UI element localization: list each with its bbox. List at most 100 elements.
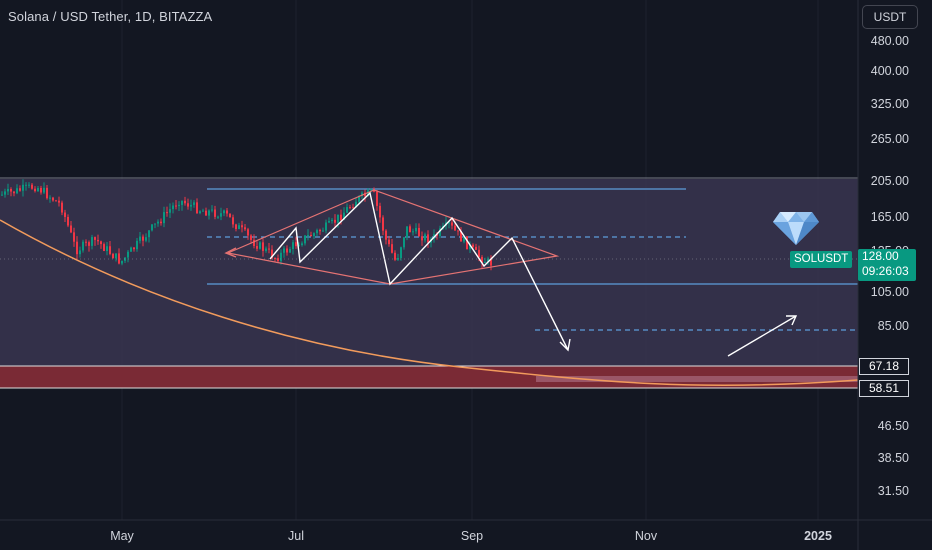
candle-body <box>487 258 489 262</box>
price-flag-upper: 67.18 <box>859 358 909 375</box>
x-tick-label: Nov <box>634 529 658 543</box>
candle-body <box>52 197 54 201</box>
channel-zone <box>0 179 858 386</box>
candle-body <box>196 202 198 214</box>
candle-body <box>403 237 405 248</box>
candle-body <box>91 237 93 246</box>
candle-body <box>64 212 66 217</box>
candle-body <box>370 189 372 191</box>
candle-body <box>49 197 51 199</box>
candle-body <box>97 239 99 242</box>
candle-body <box>67 216 69 226</box>
candle-body <box>376 191 378 206</box>
candle-body <box>343 212 345 220</box>
candle-body <box>28 184 30 186</box>
price-flag-lower: 58.51 <box>859 380 909 397</box>
candle-body <box>31 184 33 189</box>
y-tick-label: 265.00 <box>870 132 909 146</box>
candle-body <box>277 258 279 262</box>
candle-body <box>400 247 402 259</box>
candle-body <box>100 241 102 245</box>
candle-body <box>337 214 339 223</box>
candle-body <box>292 242 294 250</box>
last-price: 128.00 <box>862 249 899 263</box>
candle-body <box>346 207 348 213</box>
candle-body <box>82 241 84 251</box>
candle-body <box>319 230 321 232</box>
x-tick-label: Sep <box>460 529 484 543</box>
candle-body <box>463 236 465 242</box>
candle-body <box>40 187 42 193</box>
candle-body <box>94 237 96 240</box>
candle-body <box>424 234 426 241</box>
candle-body <box>106 246 108 252</box>
currency-button[interactable]: USDT <box>862 5 918 29</box>
candle-body <box>154 223 156 225</box>
candle-body <box>295 242 297 247</box>
candle-body <box>271 249 273 259</box>
candle-body <box>454 225 456 231</box>
candle-body <box>247 229 249 236</box>
candle-body <box>457 230 459 232</box>
candle-body <box>265 248 267 251</box>
candle-body <box>232 217 234 225</box>
candle-body <box>13 191 15 194</box>
candle-body <box>310 234 312 237</box>
candle-body <box>163 212 165 224</box>
candle-body <box>115 253 117 259</box>
candle-body <box>490 258 492 266</box>
candle-body <box>55 200 57 202</box>
candle-body <box>388 239 390 245</box>
candle-body <box>241 225 243 228</box>
candle-body <box>460 230 462 242</box>
y-tick-label: 105.00 <box>870 285 909 299</box>
candle-body <box>145 237 147 241</box>
candle-body <box>313 233 315 237</box>
diamond-pattern <box>227 189 560 285</box>
candle-body <box>391 244 393 253</box>
candle-body <box>427 234 429 243</box>
candle-body <box>280 252 282 262</box>
candle-body <box>397 258 399 260</box>
candle-body <box>169 209 171 213</box>
candle-body <box>181 200 183 205</box>
candle-body <box>88 242 90 246</box>
candle-body <box>76 241 78 255</box>
candle-body <box>412 231 414 233</box>
candle-body <box>178 204 180 207</box>
candle-body <box>289 249 291 253</box>
candle-body <box>481 256 483 263</box>
candle-body <box>439 228 441 236</box>
candle-body <box>103 244 105 252</box>
candle-body <box>127 251 129 258</box>
candle-body <box>157 221 159 224</box>
candle-body <box>190 204 192 207</box>
left-arrow-head <box>224 247 237 258</box>
candle-body <box>304 235 306 244</box>
y-tick-label: 31.50 <box>877 484 909 498</box>
candle-body <box>160 221 162 224</box>
candle-body <box>355 201 357 208</box>
candle-body <box>259 242 261 249</box>
candle-body <box>19 188 21 191</box>
candle-body <box>286 248 288 253</box>
candle-body <box>331 219 333 222</box>
down-arrow-head <box>559 338 571 352</box>
candle-body <box>58 200 60 203</box>
candle-body <box>475 246 477 250</box>
candle-body <box>121 260 123 264</box>
candle-body <box>112 253 114 259</box>
candle-body <box>85 241 87 243</box>
candle-body <box>34 188 36 192</box>
candle-body <box>352 207 354 209</box>
candle-body <box>208 210 210 216</box>
countdown-timer: 09:26:03 <box>862 264 909 278</box>
candle-body <box>244 227 246 230</box>
candle-body <box>436 234 438 236</box>
candle-body <box>1 194 3 196</box>
decay-curve <box>0 219 859 387</box>
symbol-label: SOLUSDT <box>790 251 853 268</box>
candle-body <box>274 258 276 260</box>
candle-body <box>238 225 240 230</box>
